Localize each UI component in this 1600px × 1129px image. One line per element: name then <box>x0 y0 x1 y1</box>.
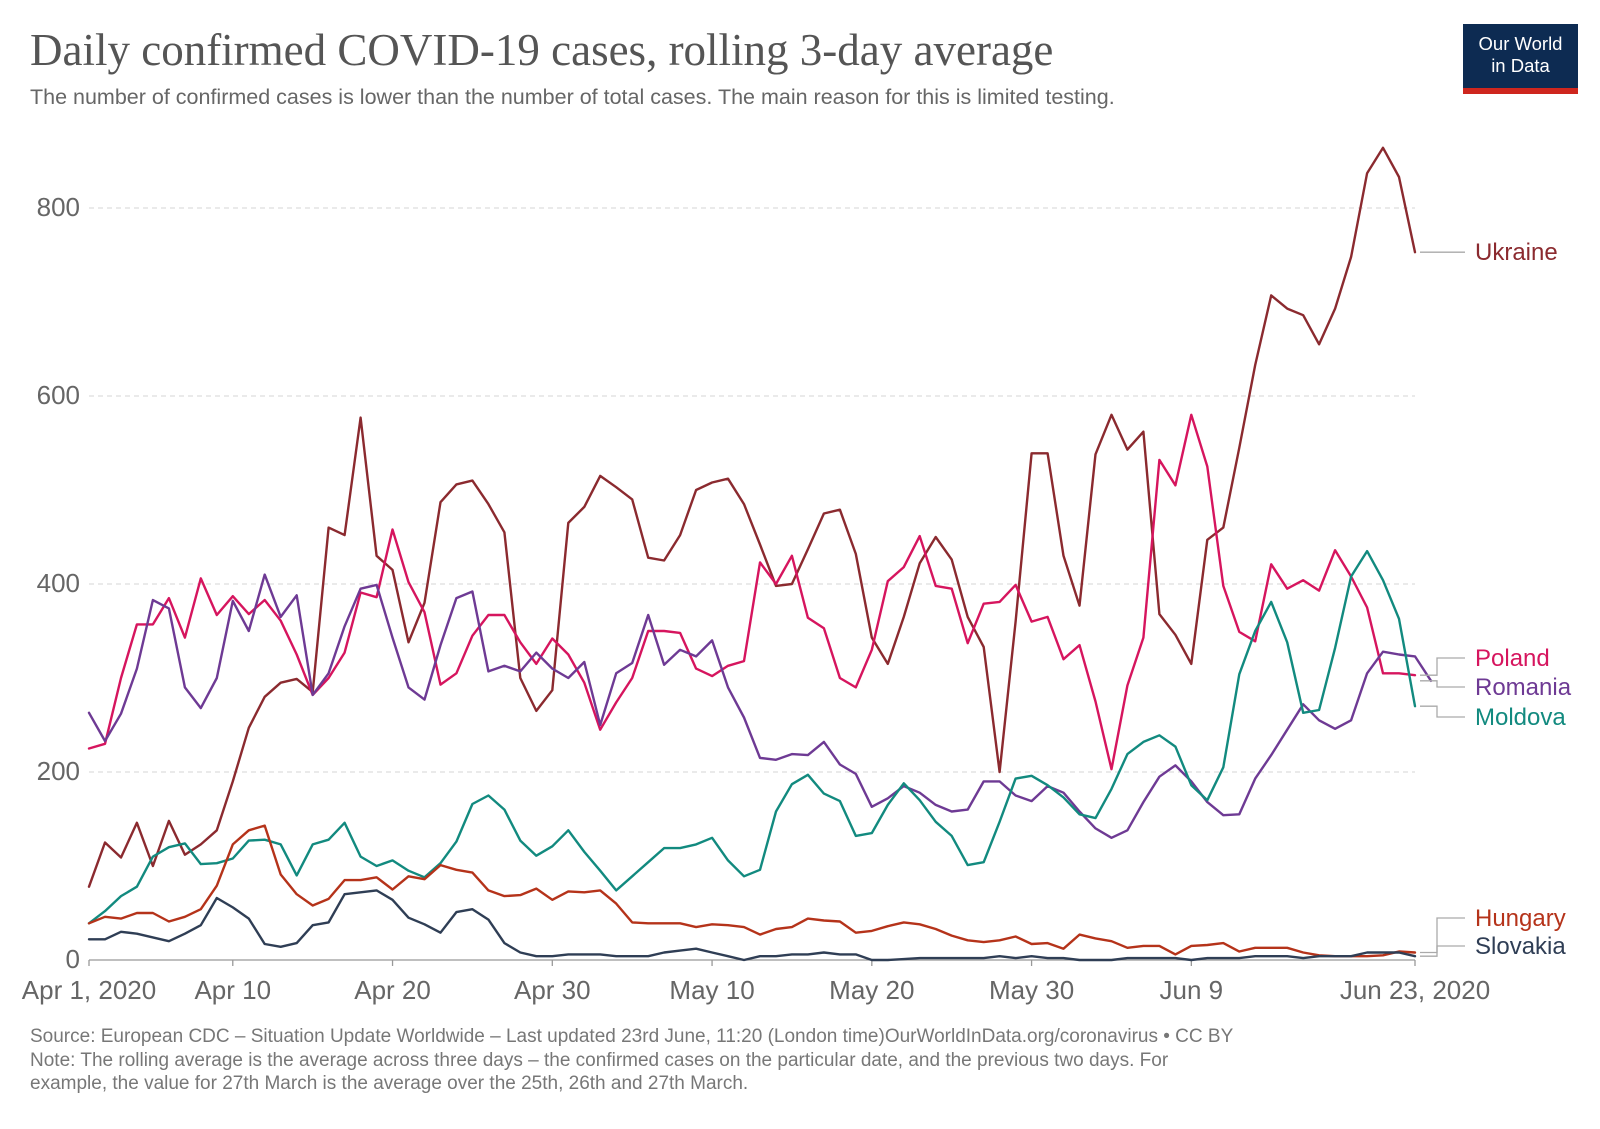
chart-subtitle: The number of confirmed cases is lower t… <box>30 85 1115 109</box>
chart-footer: Source: European CDC – Situation Update … <box>30 1025 1575 1096</box>
series-line-ukraine[interactable] <box>87 146 1417 888</box>
x-tick-label: Apr 10 <box>194 975 271 1005</box>
x-tick-label: Jun 23, 2020 <box>1340 975 1490 1005</box>
series-label-ukraine[interactable]: Ukraine <box>1475 239 1558 266</box>
x-tick-label: Apr 20 <box>354 975 431 1005</box>
y-tick-label: 800 <box>37 192 80 222</box>
label-connector <box>1420 945 1465 957</box>
y-axis: 0 200 400 600 800 <box>37 192 80 974</box>
owid-logo[interactable]: Our World in Data <box>1463 24 1578 94</box>
series-line-romania[interactable] <box>87 573 1433 839</box>
series-line-poland[interactable] <box>87 413 1417 771</box>
series-line-slovakia[interactable] <box>87 889 1417 962</box>
x-axis: Apr 1, 2020 Apr 10 Apr 20 Apr 30 May 10 May 2… <box>22 959 1490 1005</box>
series-label-poland[interactable]: Poland <box>1475 645 1550 672</box>
y-tick-label: 400 <box>37 568 80 598</box>
series-label-romania[interactable]: Romania <box>1475 674 1572 701</box>
source-text: Source: European CDC – Situation Update … <box>30 1026 1234 1047</box>
series-lines <box>87 146 1433 962</box>
y-tick-label: 0 <box>66 944 80 974</box>
label-connector <box>1420 917 1465 954</box>
series-label-moldova[interactable]: Moldova <box>1475 704 1566 731</box>
label-connector <box>1420 705 1465 718</box>
logo-line-2: in Data <box>1491 55 1550 76</box>
x-tick-label: Jun 9 <box>1160 975 1224 1005</box>
series-line-moldova[interactable] <box>87 549 1417 925</box>
gridlines <box>89 207 1415 773</box>
x-tick-label: May 20 <box>829 975 914 1005</box>
note-text-2: example, the value for 27th March is the… <box>30 1073 749 1094</box>
y-tick-label: 600 <box>37 380 80 410</box>
series-line-hungary[interactable] <box>87 824 1417 958</box>
x-tick-label: May 30 <box>989 975 1074 1005</box>
series-label-hungary[interactable]: Hungary <box>1475 905 1566 932</box>
y-tick-label: 200 <box>37 756 80 786</box>
chart-title: Daily confirmed COVID-19 cases, rolling … <box>30 25 1054 75</box>
note-text-1: Note: The rolling average is the average… <box>30 1049 1169 1071</box>
label-connector <box>1420 657 1465 676</box>
x-tick-label: Apr 1, 2020 <box>22 975 156 1005</box>
series-label-slovakia[interactable]: Slovakia <box>1475 933 1566 960</box>
label-connector <box>1420 680 1465 688</box>
logo-line-1: Our World <box>1478 33 1563 54</box>
x-tick-label: Apr 30 <box>514 975 591 1005</box>
x-tick-label: May 10 <box>669 975 754 1005</box>
